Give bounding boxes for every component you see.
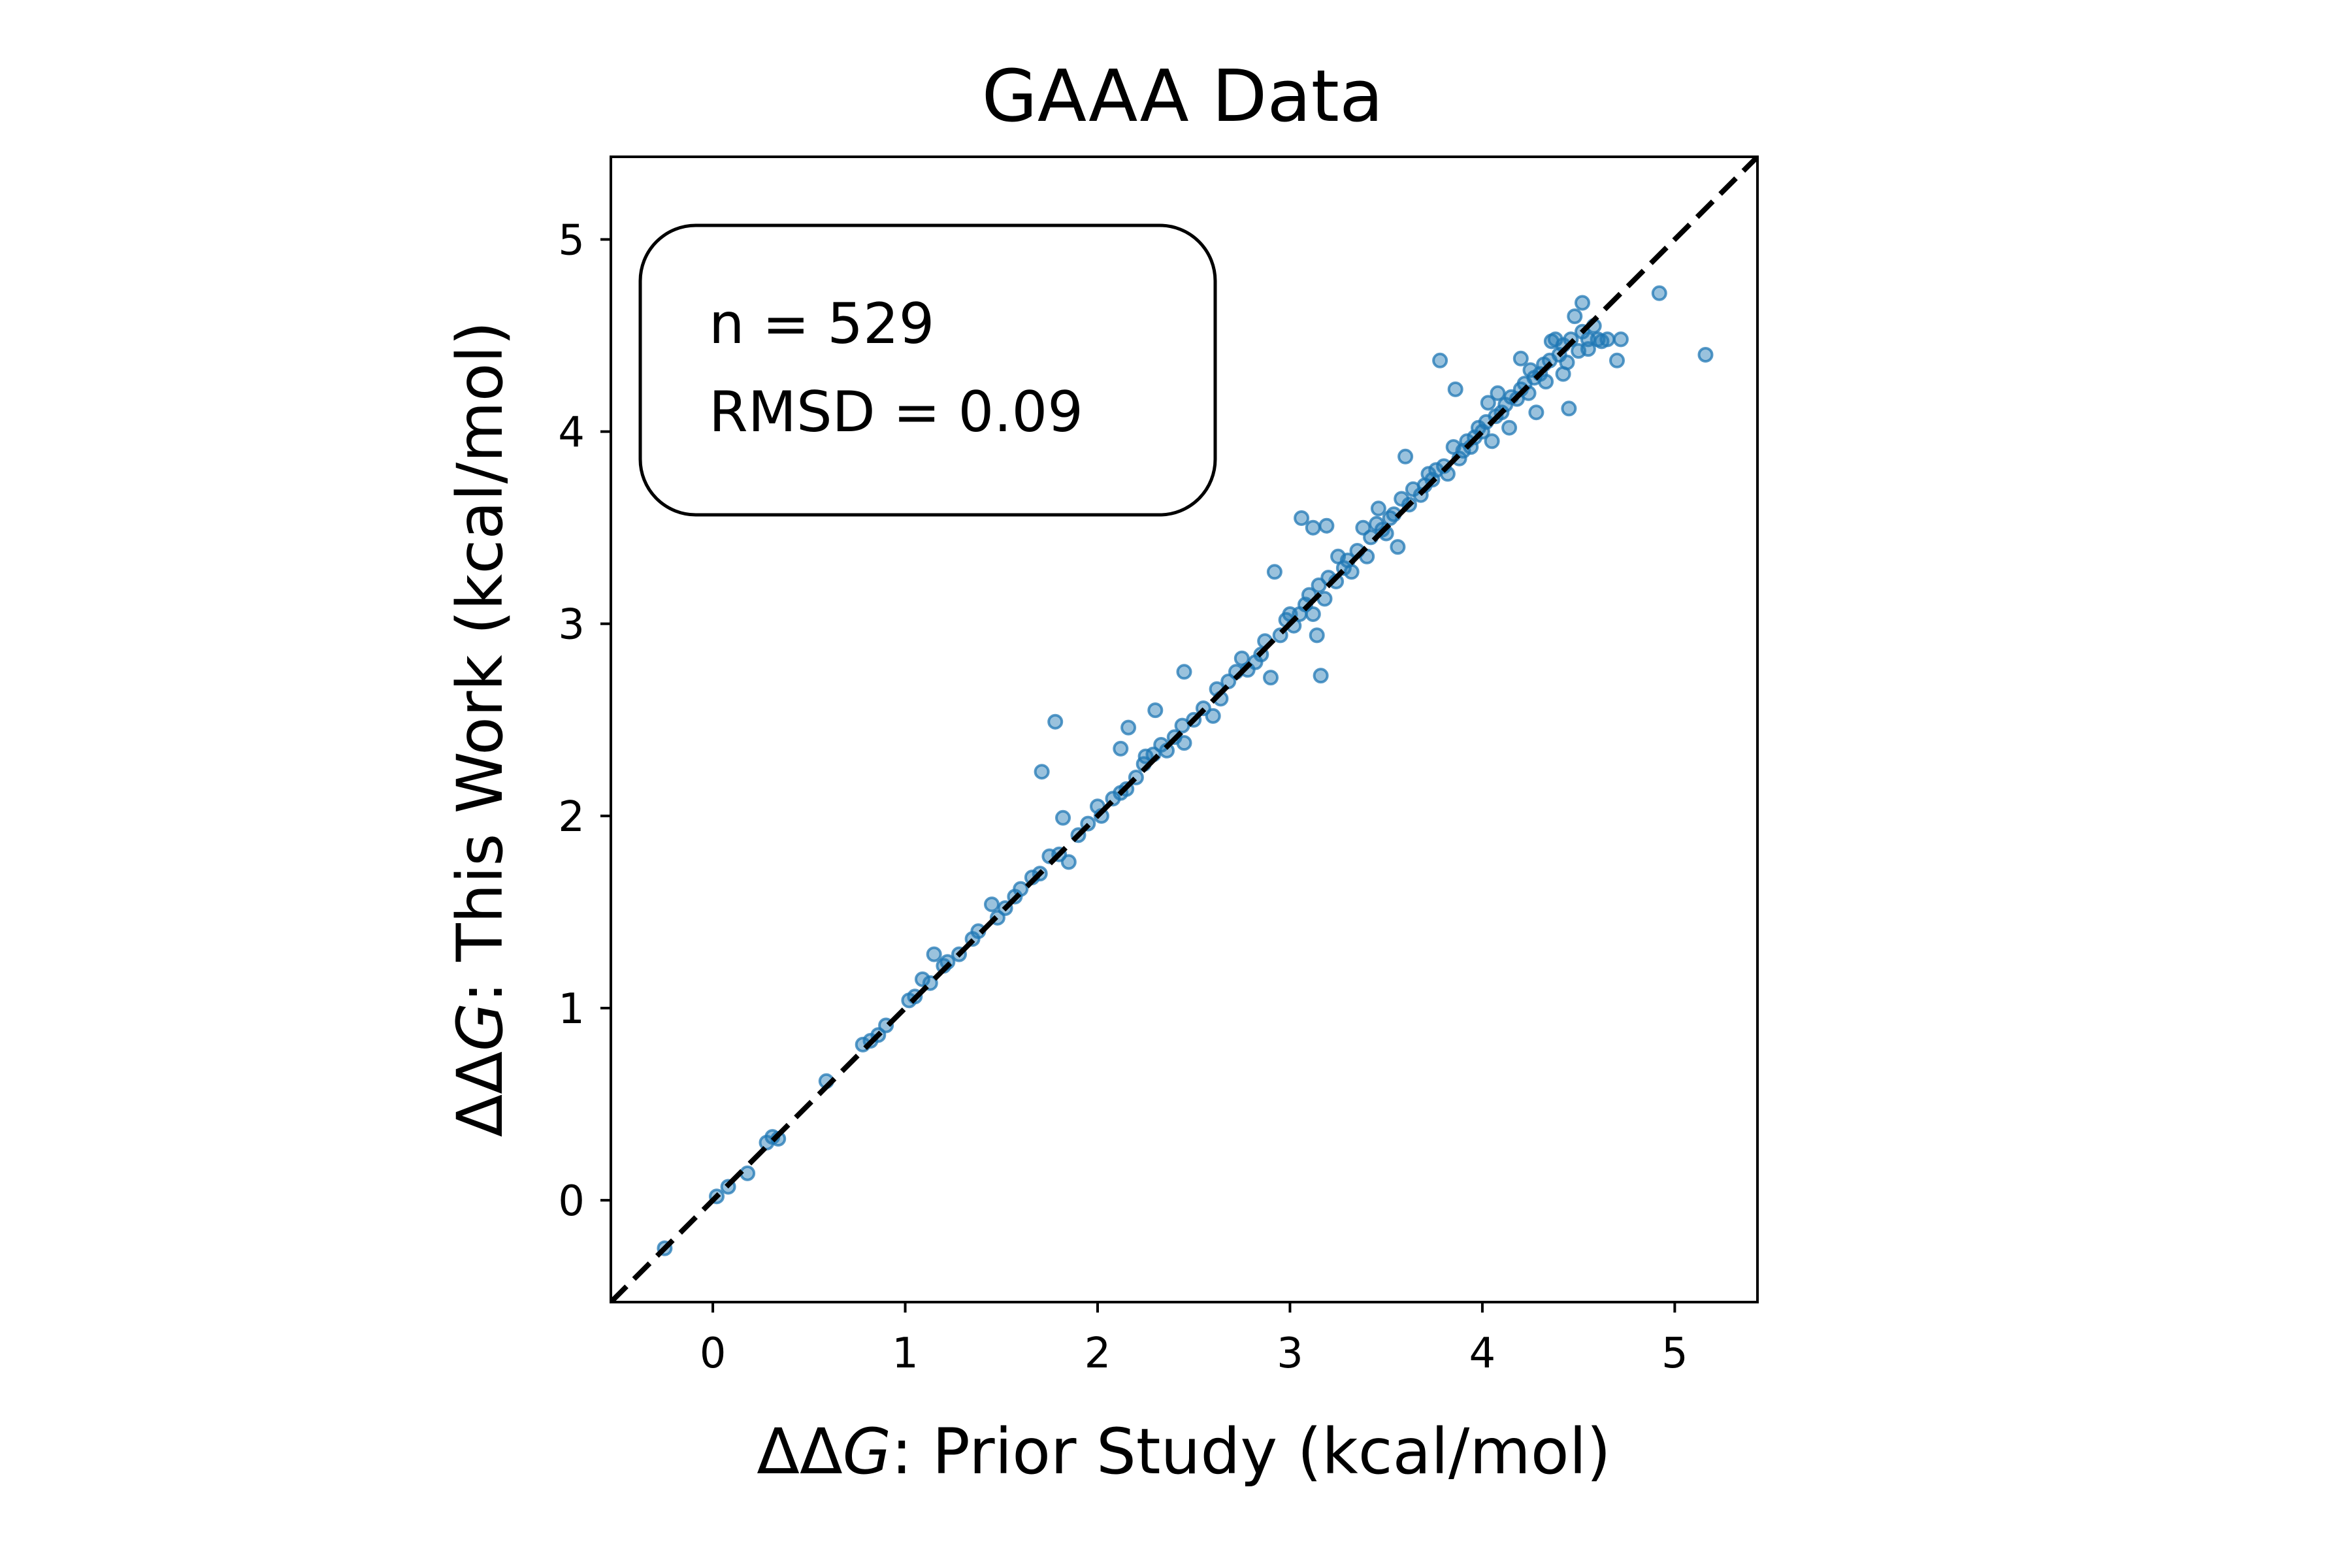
scatter-point [1013,881,1029,897]
scatter-point [1559,354,1575,370]
scatter-point [1113,740,1129,757]
y-tick-label: 4 [558,409,585,457]
y-tick-label: 0 [558,1177,585,1226]
scatter-point [1528,404,1544,421]
scatter-point [1609,352,1625,368]
scatter-point [1447,381,1463,397]
scatter-point [1147,702,1164,719]
scatter-point [1205,708,1221,724]
scatter-point [1294,510,1310,526]
scatter-point [1305,606,1321,622]
scatter-point [1538,374,1554,390]
x-tick-label: 1 [892,1330,919,1378]
scatter-point [926,946,942,962]
scatter-point [1176,664,1192,680]
scatter-point [1397,448,1414,465]
annotation-n: n = 529 [709,291,934,357]
y-tick-label: 2 [558,793,585,841]
scatter-point [1501,419,1518,436]
scatter-point [1561,400,1577,417]
annotation-frame [638,223,1217,517]
scatter-point [1697,347,1714,363]
scatter-point [1432,352,1448,368]
x-tick-label: 2 [1085,1330,1111,1378]
x-tick-label: 0 [700,1330,727,1378]
scatter-point [915,971,930,987]
scatter-point [1047,713,1064,730]
scatter-point [1176,735,1192,751]
scatter-point [1263,670,1279,686]
x-axis-ticks: 0 1 2 3 4 5 [700,1302,1688,1378]
scatter-point [1580,341,1596,357]
scatter-point [1599,331,1616,348]
scatter-point [1318,517,1335,534]
scatter-point [1567,308,1583,325]
scatter-point [1034,764,1050,780]
y-axis-label: ΔΔG: This Work (kcal/mol) [444,321,517,1137]
scatter-point [984,896,1000,913]
identity-reference-line [611,157,1757,1302]
y-tick-label: 1 [558,985,585,1034]
scatter-point [1512,350,1529,367]
scatter-point [1370,500,1386,517]
y-tick-label: 5 [558,216,585,265]
chart-title: GAAA Data [982,54,1384,138]
scatter-point [1060,854,1077,870]
scatter-point [1612,331,1629,348]
annotation-rmsd: RMSD = 0.09 [709,380,1083,445]
scatter-point [1480,395,1496,411]
scatter-point [1120,719,1137,736]
x-tick-label: 5 [1661,1330,1688,1378]
y-axis-ticks: 0 1 2 3 4 5 [558,216,611,1226]
scatter-point [1651,285,1667,301]
scatter-point [1266,564,1282,580]
stats-annotation-box: n = 529 RMSD = 0.09 [638,223,1217,517]
x-axis-label: ΔΔG: Prior Study (kcal/mol) [757,1415,1610,1488]
scatter-point [1313,668,1329,684]
scatter-point [1305,519,1321,536]
x-tick-label: 3 [1277,1330,1303,1378]
scatter-point [1575,295,1590,311]
scatter-point [1490,385,1506,401]
scatter-point [1343,564,1360,580]
y-tick-label: 3 [558,601,585,649]
scatter-point [1390,539,1406,555]
scatter-point [1055,809,1071,826]
scatter-point [1309,627,1325,644]
scatter-point [1484,433,1500,449]
x-tick-label: 4 [1469,1330,1496,1378]
plot-frame [610,155,1759,1303]
